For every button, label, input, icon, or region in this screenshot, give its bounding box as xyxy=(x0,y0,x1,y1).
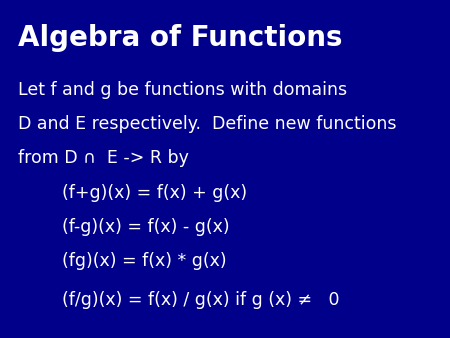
Text: (f+g)(x) = f(x) + g(x): (f+g)(x) = f(x) + g(x) xyxy=(18,184,247,202)
Text: Algebra of Functions: Algebra of Functions xyxy=(18,24,342,52)
Text: (f-g)(x) = f(x) - g(x): (f-g)(x) = f(x) - g(x) xyxy=(18,218,230,236)
Text: (fg)(x) = f(x) * g(x): (fg)(x) = f(x) * g(x) xyxy=(18,252,227,270)
Text: D and E respectively.  Define new functions: D and E respectively. Define new functio… xyxy=(18,115,396,133)
Text: Let f and g be functions with domains: Let f and g be functions with domains xyxy=(18,81,347,99)
Text: (f/g)(x) = f(x) / g(x) if g (x) ≠   0: (f/g)(x) = f(x) / g(x) if g (x) ≠ 0 xyxy=(18,291,339,309)
Text: from D ∩  E -> R by: from D ∩ E -> R by xyxy=(18,149,189,167)
